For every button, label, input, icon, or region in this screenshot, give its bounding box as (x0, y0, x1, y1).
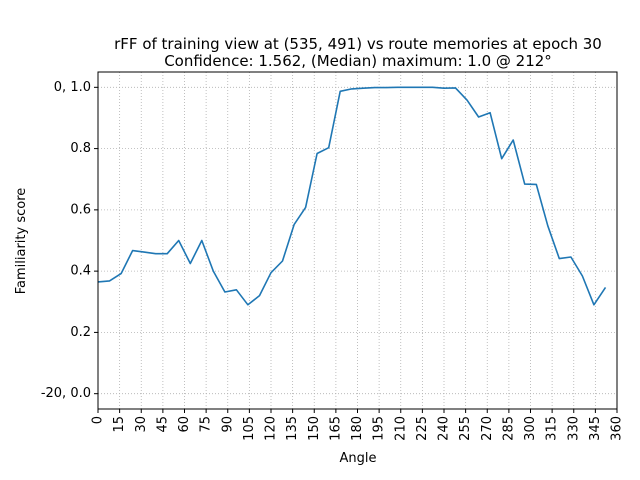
x-tick-label: 285 (501, 416, 516, 441)
x-tick-label: 90 (220, 416, 235, 433)
x-tick-label: 300 (523, 416, 538, 441)
x-tick-label: 255 (458, 416, 473, 441)
x-tick-label: 150 (307, 416, 322, 441)
y-axis-label: Familiarity score (14, 188, 29, 295)
x-tick-label: 15 (112, 416, 127, 433)
x-tick-label: 165 (328, 416, 343, 441)
x-tick-label: 45 (155, 416, 170, 433)
x-tick-label: 30 (134, 416, 149, 433)
x-axis: 0 15 30 45 60 75 90 105 120 135 150 165 180 195 210 225… (91, 409, 625, 441)
x-tick-label: 330 (566, 416, 581, 441)
x-tick-label: 180 (350, 416, 365, 441)
y-tick-label: -20, 0.0 (41, 386, 91, 401)
x-tick-label: 240 (437, 416, 452, 441)
x-tick-label: 135 (285, 416, 300, 441)
series-line (97, 86, 607, 306)
series-group (97, 86, 607, 306)
x-tick-label: 60 (177, 416, 192, 433)
y-tick-label: 0.4 (70, 264, 91, 279)
x-tick-label: 360 (610, 416, 625, 441)
x-tick-label: 225 (415, 416, 430, 441)
grid (97, 72, 618, 409)
x-tick-label: 0 (91, 416, 106, 424)
x-tick-label: 345 (588, 416, 603, 441)
x-tick-label: 315 (545, 416, 560, 441)
y-tick-label: 0.6 (70, 202, 91, 217)
y-tick-label: 0.2 (70, 325, 91, 340)
y-tick-label: 0.8 (70, 141, 91, 156)
x-tick-label: 195 (372, 416, 387, 441)
chart-subtitle: Confidence: 1.562, (Median) maximum: 1.0… (164, 52, 552, 70)
x-tick-label: 270 (480, 416, 495, 441)
chart-title: rFF of training view at (535, 491) vs ro… (114, 35, 602, 53)
x-tick-label: 105 (242, 416, 257, 441)
x-tick-label: 75 (199, 416, 214, 433)
y-axis: -20, 0.0 0.2 0.4 0.6 0.8 0, 1.0 (41, 80, 98, 401)
y-tick-label: 0, 1.0 (54, 80, 91, 95)
x-tick-label: 120 (264, 416, 279, 441)
x-axis-label: Angle (340, 451, 377, 466)
x-tick-label: 210 (393, 416, 408, 441)
